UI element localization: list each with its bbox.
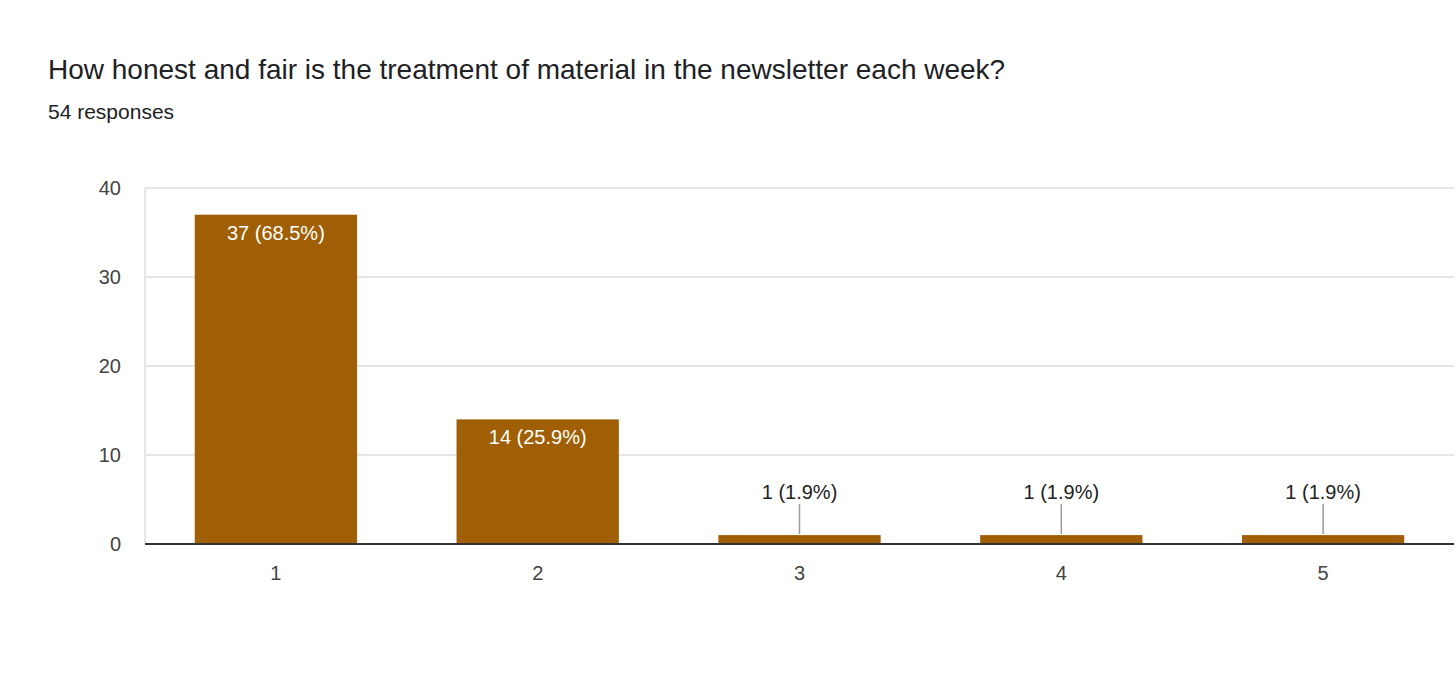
data-label: 1 (1.9%) bbox=[1285, 481, 1361, 503]
grid-line bbox=[145, 187, 1454, 189]
bar bbox=[195, 215, 357, 544]
y-tick-label: 0 bbox=[110, 533, 121, 555]
bar bbox=[980, 535, 1142, 544]
data-label: 1 (1.9%) bbox=[762, 481, 838, 503]
y-tick-label: 10 bbox=[99, 444, 121, 466]
y-tick-label: 30 bbox=[99, 266, 121, 288]
bars bbox=[195, 215, 1405, 544]
data-labels: 37 (68.5%) 14 (25.9%) 1 (1.9%) 1 (1.9%) 1 (1… bbox=[227, 222, 1361, 534]
x-tick-label: 5 bbox=[1318, 562, 1329, 584]
bar bbox=[1242, 535, 1404, 544]
subtitle: 54 responses bbox=[48, 100, 174, 123]
x-tick-label: 2 bbox=[532, 562, 543, 584]
label-leader bbox=[1061, 504, 1063, 534]
bar bbox=[718, 535, 880, 544]
y-axis-line bbox=[144, 188, 146, 544]
x-tick-label: 3 bbox=[794, 562, 805, 584]
y-tick-label: 40 bbox=[99, 177, 121, 199]
x-tick-label: 1 bbox=[270, 562, 281, 584]
data-label: 1 (1.9%) bbox=[1024, 481, 1100, 503]
x-axis-line bbox=[145, 543, 1454, 545]
chart: How honest and fair is the treatment of … bbox=[0, 0, 1456, 692]
bar bbox=[457, 419, 619, 544]
grid-line bbox=[145, 543, 1454, 545]
label-leader bbox=[799, 504, 801, 534]
label-leader bbox=[1322, 504, 1324, 534]
y-tick-label: 20 bbox=[99, 355, 121, 377]
x-tick-label: 4 bbox=[1056, 562, 1067, 584]
data-label: 14 (25.9%) bbox=[489, 426, 587, 448]
title: How honest and fair is the treatment of … bbox=[48, 54, 1005, 85]
data-label: 37 (68.5%) bbox=[227, 222, 325, 244]
